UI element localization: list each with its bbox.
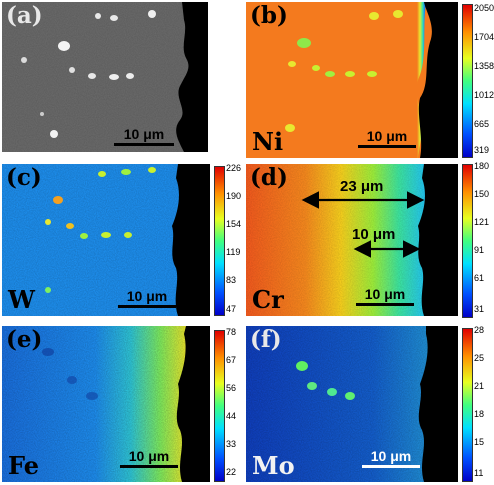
- colorbar-d-tick: 31: [474, 304, 485, 314]
- scale-bar-e-line: [120, 465, 178, 468]
- colorbar-e: [214, 330, 225, 482]
- panel-d-element: Cr: [252, 285, 284, 314]
- colorbar-c-tick: 226: [226, 163, 242, 173]
- colorbar-f-tick: 21: [474, 381, 485, 391]
- colorbar-d-tick: 61: [474, 273, 485, 283]
- panel-c-letter: (c): [6, 164, 42, 191]
- colorbar-c-tick: 190: [226, 191, 242, 201]
- mo-heatmap: [246, 326, 458, 482]
- scale-bar-c-label: 10 μm: [126, 288, 168, 304]
- panel-f-element: Mo: [252, 451, 295, 480]
- panel-f-letter: (f): [250, 326, 282, 353]
- panel-b-element: Ni: [252, 127, 284, 156]
- colorbar-d-tick: 91: [474, 245, 485, 255]
- scale-bar-f-line: [362, 465, 420, 468]
- colorbar-c-tick: 83: [226, 275, 237, 285]
- scale-bar-e: 10 μm: [120, 448, 178, 468]
- colorbar-e-tick: 33: [226, 439, 237, 449]
- annotation-10um: 10 μm: [352, 226, 396, 243]
- colorbar-d-tick: 121: [474, 217, 490, 227]
- colorbar-e-tick: 22: [226, 467, 237, 477]
- colorbar-b-tick: 2050: [474, 3, 494, 13]
- panel-e-element: Fe: [8, 451, 39, 480]
- colorbar-b-gradient: [463, 5, 472, 157]
- colorbar-f-tick: 25: [474, 353, 485, 363]
- colorbar-f-tick: 15: [474, 437, 485, 447]
- colorbar-c-tick: 154: [226, 219, 242, 229]
- scale-bar-e-label: 10 μm: [128, 448, 170, 464]
- colorbar-b-tick: 319: [474, 145, 490, 155]
- colorbar-b-tick: 665: [474, 119, 490, 129]
- sem-micrograph: [2, 2, 208, 152]
- scale-bar-b-line: [358, 145, 416, 148]
- cr-heatmap: [246, 164, 458, 316]
- colorbar-b-tick: 1012: [474, 90, 494, 100]
- panel-e-letter: (e): [6, 326, 43, 353]
- colorbar-b-tick: 1358: [474, 61, 494, 71]
- panel-d-cr-map: (d) Cr 23 μm 10 μm 10 μm: [246, 164, 458, 316]
- colorbar-c-tick: 47: [226, 304, 237, 314]
- colorbar-b-tick: 1704: [474, 32, 494, 42]
- colorbar-e-tick: 78: [226, 327, 237, 337]
- colorbar-d-gradient: [463, 165, 472, 317]
- colorbar-f-tick: 18: [474, 409, 485, 419]
- colorbar-e-gradient: [215, 331, 224, 481]
- fe-heatmap: [2, 326, 210, 482]
- panel-b-ni-map: (b) Ni 10 μm: [246, 2, 458, 158]
- colorbar-b: [462, 4, 473, 158]
- colorbar-c-gradient: [215, 167, 224, 315]
- colorbar-e-tick: 67: [226, 355, 237, 365]
- scale-bar-a: 10 μm: [114, 126, 174, 146]
- colorbar-f-gradient: [463, 329, 472, 481]
- annotation-23um: 23 μm: [340, 178, 384, 195]
- scale-bar-b: 10 μm: [358, 128, 416, 148]
- scale-bar-f: 10 μm: [362, 448, 420, 468]
- panel-f-mo-map: (f) Mo 10 μm: [246, 326, 458, 482]
- panel-b-letter: (b): [250, 2, 288, 29]
- scale-bar-a-line: [114, 143, 174, 146]
- colorbar-f-tick: 11: [474, 468, 484, 478]
- scale-bar-c-line: [118, 305, 176, 308]
- ni-heatmap: [246, 2, 458, 158]
- panel-d-letter: (d): [250, 164, 288, 191]
- colorbar-e-tick: 56: [226, 383, 237, 393]
- scale-bar-b-label: 10 μm: [366, 128, 408, 144]
- scale-bar-a-label: 10 μm: [123, 126, 165, 142]
- scale-bar-c: 10 μm: [118, 288, 176, 308]
- scale-bar-d-label: 10 μm: [364, 286, 406, 302]
- panel-c-element: W: [8, 285, 35, 314]
- colorbar-d-tick: 180: [474, 161, 490, 171]
- panel-e-fe-map: (e) Fe 10 μm: [2, 326, 210, 482]
- colorbar-c-tick: 119: [226, 247, 241, 257]
- colorbar-c: [214, 166, 225, 316]
- colorbar-d: [462, 164, 473, 318]
- panel-c-w-map: (c) W 10 μm: [2, 164, 210, 316]
- colorbar-f-tick: 28: [474, 325, 485, 335]
- scale-bar-d: 10 μm: [356, 286, 414, 306]
- scale-bar-d-line: [356, 303, 414, 306]
- colorbar-e-tick: 44: [226, 411, 237, 421]
- w-heatmap: [2, 164, 210, 316]
- scale-bar-f-label: 10 μm: [370, 448, 412, 464]
- panel-a-sem-image: (a) 10 μm: [2, 2, 208, 152]
- colorbar-f: [462, 328, 473, 482]
- width-arrows: [301, 191, 425, 258]
- panel-a-letter: (a): [6, 2, 43, 29]
- colorbar-d-tick: 150: [474, 189, 490, 199]
